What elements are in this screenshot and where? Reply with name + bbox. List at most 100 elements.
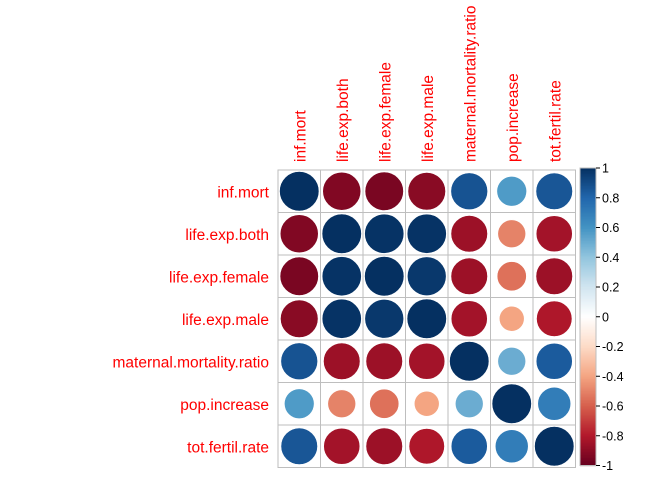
column-label: pop.increase — [505, 73, 522, 162]
colorbar-segment — [580, 443, 596, 446]
colorbar-segment — [580, 389, 596, 392]
corr-circle-life.exp.both-life.exp.female — [364, 213, 405, 254]
colorbar-segment — [580, 452, 596, 455]
colorbar-segment — [580, 212, 596, 215]
corr-circle-life.exp.both-inf.mort — [279, 214, 319, 254]
colorbar-segment — [580, 349, 596, 352]
colorbar-segment — [580, 303, 596, 306]
colorbar-segment — [580, 446, 596, 449]
colorbar-segment — [580, 202, 596, 205]
colorbar-tick-label: -0.6 — [602, 400, 624, 414]
corr-circle-pop.increase-life.exp.both — [327, 389, 357, 419]
colorbar-segment — [580, 279, 596, 282]
colorbar-segment — [580, 313, 596, 316]
colorbar-segment — [580, 193, 596, 196]
colorbar-segment — [580, 234, 596, 238]
colorbar-segment — [580, 275, 596, 278]
colorbar-segment — [580, 370, 596, 373]
colorbar-segment — [580, 242, 596, 245]
corr-circle-pop.increase-pop.increase — [491, 383, 532, 424]
corr-circle-tot.fertil.rate-inf.mort — [280, 427, 318, 465]
colorbar-segment — [580, 347, 596, 351]
colorbar-segment — [580, 449, 596, 452]
colorbar-segment — [580, 266, 596, 269]
colorbar-segment — [580, 420, 596, 423]
colorbar-segment — [580, 434, 596, 437]
colorbar-segment — [580, 208, 596, 211]
colorbar-segment — [580, 337, 596, 340]
colorbar-segment — [580, 236, 596, 239]
corr-circle-life.exp.female-life.exp.both — [321, 256, 362, 297]
colorbar-segment — [580, 367, 596, 370]
row-label: tot.fertil.rate — [187, 439, 269, 456]
colorbar-segment — [580, 203, 596, 206]
corr-circle-life.exp.female-maternal.mortality.ratio — [450, 257, 488, 295]
colorbar-tick-label: -0.4 — [602, 370, 624, 384]
colorbar-tick-label: -0.8 — [602, 429, 624, 443]
corr-circle-life.exp.both-maternal.mortality.ratio — [450, 215, 488, 253]
colorbar-segment — [580, 395, 596, 398]
colorbar-segment — [580, 170, 596, 174]
correlation-circles — [279, 171, 575, 467]
column-labels: inf.mort life.exp.both life.exp.female life… — [292, 6, 564, 162]
corr-circle-life.exp.male-life.exp.both — [321, 298, 362, 339]
row-label: life.exp.female — [169, 269, 269, 286]
row-label: inf.mort — [217, 184, 269, 201]
colorbar-segment — [580, 292, 596, 296]
colorbar-tick-label: -1 — [602, 459, 613, 473]
colorbar-segment — [580, 272, 596, 275]
colorbar-segment — [580, 205, 596, 208]
corr-circle-tot.fertil.rate-life.exp.male — [408, 428, 445, 465]
corr-circle-life.exp.both-tot.fertil.rate — [535, 215, 573, 253]
corr-circle-life.exp.male-tot.fertil.rate — [536, 300, 573, 337]
colorbar-segment — [580, 223, 596, 226]
colorbar-segment — [580, 218, 596, 221]
colorbar-segment — [580, 376, 596, 379]
colorbar-segment — [580, 422, 596, 425]
colorbar-segment — [580, 306, 596, 309]
colorbar-segment — [580, 185, 596, 188]
corr-circle-life.exp.male-maternal.mortality.ratio — [450, 300, 488, 338]
colorbar-segment — [580, 333, 596, 336]
colorbar-segment — [580, 310, 596, 313]
colorbar-segment — [580, 356, 596, 359]
colorbar-segment — [580, 330, 596, 333]
corr-circle-pop.increase-inf.mort — [284, 388, 315, 419]
colorbar-segment — [580, 179, 596, 182]
colorbar-segment — [580, 428, 596, 431]
colorbar-segment — [580, 312, 596, 315]
colorbar-segment — [580, 287, 596, 290]
colorbar-tick-label: 0.6 — [602, 221, 619, 235]
colorbar-segment — [580, 350, 596, 354]
colorbar-segment — [580, 197, 596, 200]
row-labels: inf.mort life.exp.both life.exp.female life… — [113, 184, 270, 456]
grid-cell — [405, 382, 449, 426]
colorbar-segment — [580, 353, 596, 357]
colorbar-segment — [580, 403, 596, 406]
corr-circle-pop.increase-life.exp.male — [413, 390, 440, 417]
colorbar-segment — [580, 325, 596, 328]
colorbar-segment — [580, 211, 596, 214]
colorbar-segment — [580, 246, 596, 249]
corr-circle-life.exp.female-life.exp.female — [364, 256, 405, 297]
colorbar-segment — [580, 392, 596, 395]
colorbar-segment — [580, 172, 596, 175]
colorbar-segment — [580, 385, 596, 388]
colorbar-segment — [580, 289, 596, 293]
colorbar-segment — [580, 327, 596, 330]
colorbar-segment — [580, 355, 596, 358]
corr-circle-life.exp.female-life.exp.male — [406, 256, 447, 296]
colorbar-segment — [580, 191, 596, 194]
corr-circle-pop.increase-tot.fertil.rate — [537, 386, 572, 421]
colorbar-segment — [580, 194, 596, 197]
colorbar-tick-label: 0.4 — [602, 251, 619, 265]
colorbar-segment — [580, 257, 596, 260]
colorbar-segment — [580, 438, 596, 441]
colorbar-segment — [580, 273, 596, 276]
colorbar-segment — [580, 200, 596, 203]
colorbar-segment — [580, 291, 596, 294]
colorbar-segment — [580, 331, 596, 334]
colorbar-segment — [580, 300, 596, 303]
colorbar-segment — [580, 458, 596, 461]
colorbar-segment — [580, 342, 596, 345]
